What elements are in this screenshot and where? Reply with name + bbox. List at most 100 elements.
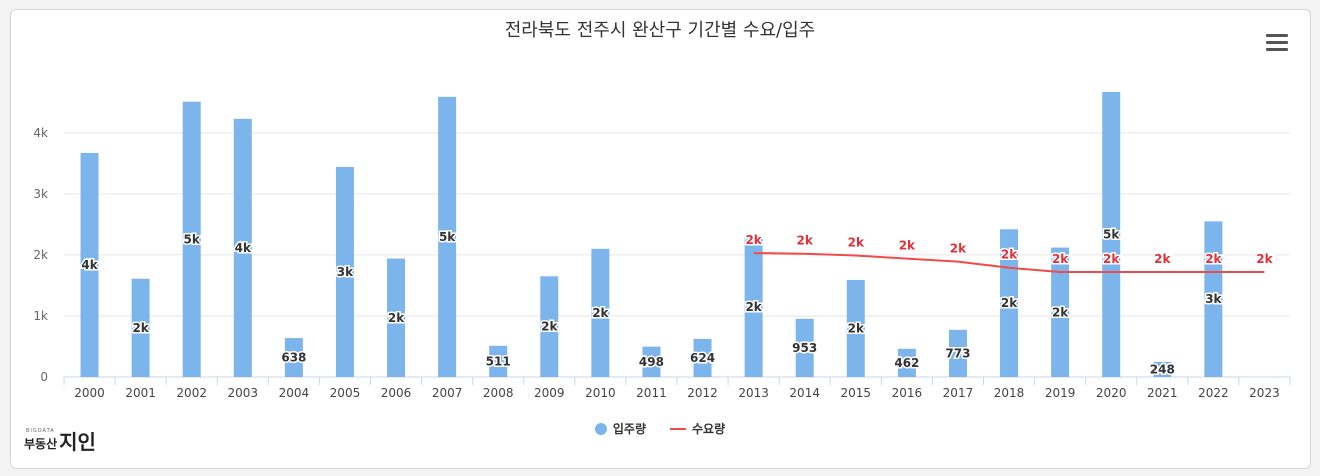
bar bbox=[1102, 91, 1121, 377]
line-data-label: 2k bbox=[1154, 252, 1171, 266]
bar bbox=[284, 338, 303, 377]
bar-data-label: 248 bbox=[1150, 362, 1175, 376]
x-tick-label: 2016 bbox=[892, 386, 923, 400]
legend-label-line: 수요량 bbox=[692, 422, 726, 436]
bar bbox=[489, 345, 508, 377]
bar-data-label: 2k bbox=[592, 306, 609, 320]
x-tick-label: 2020 bbox=[1096, 386, 1127, 400]
legend-item-bar[interactable]: 입주량 bbox=[594, 420, 646, 437]
bar bbox=[131, 278, 150, 377]
bar bbox=[335, 167, 354, 377]
bar-data-label: 2k bbox=[848, 321, 865, 335]
y-tick-label: 3k bbox=[33, 187, 48, 201]
chart-legend: 입주량 수요량 bbox=[0, 420, 1320, 437]
bar bbox=[1051, 247, 1070, 377]
bar bbox=[744, 237, 763, 377]
bar bbox=[948, 329, 967, 377]
bar-data-label: 511 bbox=[486, 354, 511, 368]
bar bbox=[182, 101, 201, 377]
bar-data-label: 4k bbox=[235, 241, 252, 255]
line-data-label: 2k bbox=[1001, 248, 1018, 262]
x-tick-label: 2013 bbox=[738, 386, 769, 400]
x-tick-label: 2021 bbox=[1147, 386, 1178, 400]
bar bbox=[846, 279, 865, 377]
chart-title: 전라북도 전주시 완산구 기간별 수요/입주 bbox=[504, 20, 816, 41]
bar-data-label: 2k bbox=[132, 321, 149, 335]
legend-line-icon bbox=[670, 427, 686, 430]
bar-data-label: 2k bbox=[1052, 305, 1069, 319]
bar-data-label: 3k bbox=[337, 265, 354, 279]
x-tick-label: 2010 bbox=[585, 386, 616, 400]
x-tick-label: 2017 bbox=[943, 386, 974, 400]
legend-item-line[interactable]: 수요량 bbox=[670, 420, 725, 437]
x-tick-label: 2001 bbox=[125, 386, 156, 400]
x-tick-label: 2022 bbox=[1198, 386, 1229, 400]
y-tick-label: 0 bbox=[40, 370, 48, 384]
bar-data-label: 2k bbox=[541, 320, 558, 334]
x-tick-label: 2000 bbox=[74, 386, 105, 400]
bar bbox=[693, 338, 712, 377]
line-data-label: 2k bbox=[745, 233, 762, 247]
brand-logo: BIGDATA 부동산 지인 bbox=[24, 428, 96, 454]
bar bbox=[897, 348, 916, 377]
bar bbox=[387, 258, 406, 377]
x-tick-label: 2004 bbox=[279, 386, 310, 400]
bar bbox=[438, 96, 457, 377]
bar-data-label: 953 bbox=[792, 341, 817, 355]
bar-data-label: 624 bbox=[690, 351, 715, 365]
x-tick-label: 2014 bbox=[789, 386, 820, 400]
bar bbox=[591, 248, 610, 377]
brand-name-b: 지인 bbox=[59, 430, 96, 454]
x-tick-label: 2009 bbox=[534, 386, 565, 400]
chart-card bbox=[10, 9, 1311, 469]
line-data-label: 2k bbox=[848, 236, 865, 250]
x-tick-label: 2012 bbox=[687, 386, 718, 400]
y-tick-label: 4k bbox=[33, 126, 48, 140]
x-tick-label: 2018 bbox=[994, 386, 1025, 400]
bar-data-label: 2k bbox=[388, 311, 405, 325]
bar bbox=[1204, 221, 1223, 377]
x-tick-label: 2019 bbox=[1045, 386, 1076, 400]
bar-data-label: 498 bbox=[639, 355, 664, 369]
line-data-label: 2k bbox=[950, 242, 967, 256]
line-data-label: 2k bbox=[899, 239, 916, 253]
bar bbox=[642, 346, 661, 377]
brand-small-text: BIGDATA bbox=[26, 428, 55, 434]
x-tick-label: 2008 bbox=[483, 386, 514, 400]
demand-line bbox=[753, 252, 1265, 274]
bar bbox=[540, 276, 559, 377]
x-tick-label: 2015 bbox=[841, 386, 872, 400]
bar bbox=[233, 118, 252, 377]
bar bbox=[1153, 361, 1172, 377]
bar-data-label: 462 bbox=[894, 356, 919, 370]
line-data-label: 2k bbox=[1052, 252, 1069, 266]
x-tick-label: 2003 bbox=[228, 386, 259, 400]
bar-data-label: 3k bbox=[1205, 292, 1222, 306]
x-tick-label: 2011 bbox=[636, 386, 667, 400]
bar-data-label: 2k bbox=[1001, 296, 1018, 310]
y-tick-label: 2k bbox=[33, 248, 48, 262]
legend-label-bar: 입주량 bbox=[612, 422, 646, 436]
y-tick-label: 1k bbox=[33, 309, 48, 323]
x-tick-label: 2023 bbox=[1249, 386, 1280, 400]
bar-data-label: 2k bbox=[745, 300, 762, 314]
bar-data-label: 5k bbox=[184, 232, 201, 246]
line-data-label: 2k bbox=[1103, 252, 1120, 266]
bar bbox=[795, 318, 814, 377]
line-data-label: 2k bbox=[1205, 252, 1222, 266]
bar-data-label: 5k bbox=[1103, 227, 1120, 241]
line-data-label: 2k bbox=[797, 234, 814, 248]
x-tick-label: 2002 bbox=[176, 386, 207, 400]
x-tick-label: 2005 bbox=[330, 386, 361, 400]
line-data-label: 2k bbox=[1256, 252, 1273, 266]
x-tick-label: 2007 bbox=[432, 386, 463, 400]
bar-data-label: 4k bbox=[81, 258, 98, 272]
bar-data-label: 5k bbox=[439, 230, 456, 244]
legend-dot-icon bbox=[594, 422, 607, 435]
bar-data-label: 773 bbox=[945, 346, 970, 360]
brand-name-a: 부동산 bbox=[24, 437, 58, 451]
bar-data-label: 638 bbox=[281, 351, 306, 365]
hamburger-menu-icon[interactable] bbox=[1266, 34, 1288, 52]
x-tick-label: 2006 bbox=[381, 386, 412, 400]
